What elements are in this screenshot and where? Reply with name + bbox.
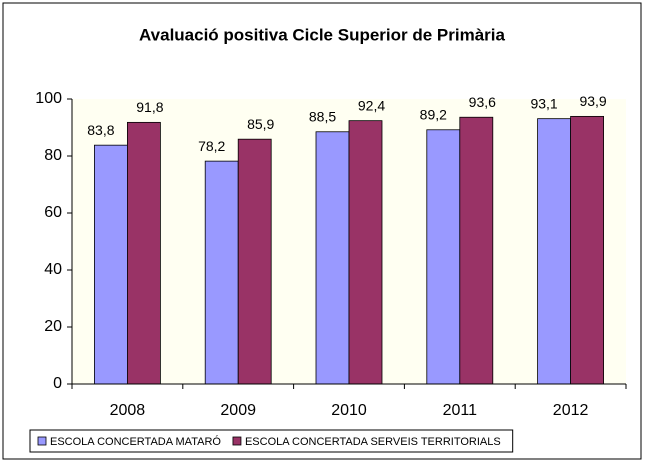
value-label: 93,9 xyxy=(579,93,606,109)
value-label: 83,8 xyxy=(87,122,114,138)
value-label: 91,8 xyxy=(136,99,163,115)
x-tick-label: 2011 xyxy=(443,402,478,419)
bar xyxy=(237,138,272,385)
bar xyxy=(426,129,461,385)
value-label: 89,2 xyxy=(420,106,447,122)
value-label: 93,6 xyxy=(469,94,496,110)
value-label: 78,2 xyxy=(198,138,225,154)
bar xyxy=(537,118,571,385)
y-tick-label: 80 xyxy=(44,147,62,164)
value-label: 92,4 xyxy=(358,97,385,113)
y-tick-label: 0 xyxy=(53,375,62,392)
bar xyxy=(570,115,604,385)
y-tick-label: 20 xyxy=(44,318,62,335)
bar xyxy=(94,144,128,385)
y-tick-label: 40 xyxy=(44,261,62,278)
value-label: 88,5 xyxy=(309,108,336,124)
bar xyxy=(204,160,239,385)
bar xyxy=(459,116,494,385)
x-tick-label: 2010 xyxy=(331,402,367,419)
x-tick-label: 2012 xyxy=(553,402,589,419)
chart-title: Avaluació positiva Cicle Superior de Pri… xyxy=(139,25,505,44)
legend-label: ESCOLA CONCERTADA SERVEIS TERRITORIALS xyxy=(245,436,501,448)
x-tick-label: 2009 xyxy=(220,402,256,419)
legend-swatch xyxy=(232,436,242,446)
value-label: 93,1 xyxy=(530,95,557,111)
y-tick-label: 60 xyxy=(44,204,62,221)
y-tick-label: 100 xyxy=(35,90,62,107)
x-tick-label: 2008 xyxy=(110,402,146,419)
bar xyxy=(315,131,350,385)
value-label: 85,9 xyxy=(247,116,274,132)
legend xyxy=(29,429,514,453)
bar xyxy=(127,121,161,385)
bar xyxy=(348,120,383,385)
legend-label: ESCOLA CONCERTADA MATARÓ xyxy=(50,435,221,448)
legend-swatch xyxy=(37,436,47,446)
